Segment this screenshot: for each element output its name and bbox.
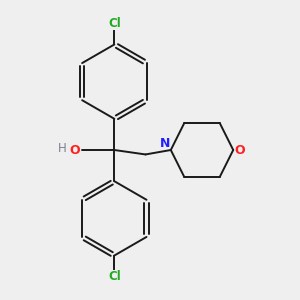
Text: O: O bbox=[70, 143, 80, 157]
Text: N: N bbox=[160, 137, 171, 150]
Text: Cl: Cl bbox=[108, 270, 121, 284]
Text: Cl: Cl bbox=[108, 16, 121, 30]
Text: O: O bbox=[234, 143, 245, 157]
Text: H: H bbox=[57, 142, 66, 155]
